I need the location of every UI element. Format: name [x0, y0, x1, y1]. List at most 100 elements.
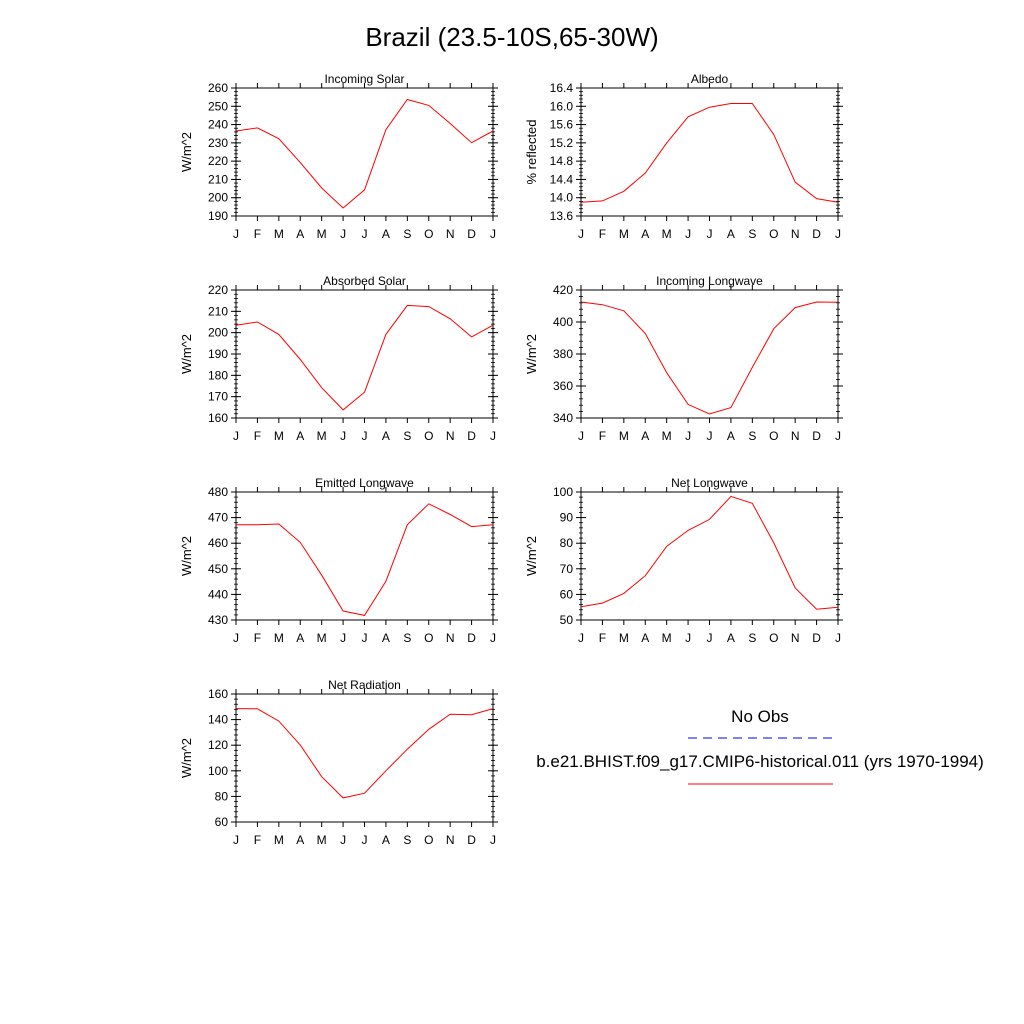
- x-tick-label: A: [382, 227, 390, 241]
- y-tick-label: 190: [208, 209, 228, 223]
- x-tick-label: F: [254, 631, 261, 645]
- x-tick-label: N: [446, 631, 455, 645]
- y-axis-label: W/m^2: [179, 334, 194, 374]
- x-tick-label: M: [619, 631, 629, 645]
- x-tick-label: J: [685, 429, 691, 443]
- x-tick-label: J: [835, 631, 841, 645]
- y-tick-label: 15.6: [550, 118, 574, 132]
- x-tick-label: J: [362, 227, 368, 241]
- x-tick-label: J: [835, 227, 841, 241]
- x-tick-label: J: [490, 631, 496, 645]
- y-tick-label: 80: [215, 789, 229, 803]
- y-tick-label: 440: [208, 587, 228, 601]
- x-tick-label: D: [812, 631, 821, 645]
- x-tick-label: M: [274, 631, 284, 645]
- x-tick-label: J: [578, 227, 584, 241]
- y-tick-label: 430: [208, 613, 228, 627]
- panels: Incoming Solar W/m^2 190 200 210 220 230 240 250…: [179, 72, 843, 847]
- y-tick-label: 230: [208, 136, 228, 150]
- figure-title: Brazil (23.5-10S,65-30W): [365, 22, 658, 52]
- x-tick-label: J: [340, 429, 346, 443]
- series-line: [580, 301, 839, 415]
- y-tick-label: 200: [208, 191, 228, 205]
- x-tick-label: J: [340, 833, 346, 847]
- x-tick-label: D: [467, 631, 476, 645]
- x-tick-label: F: [254, 833, 261, 847]
- x-tick-label: J: [233, 631, 239, 645]
- x-tick-label: M: [317, 227, 327, 241]
- panel-2: Albedo % reflected 13.6 14.0 14.4 14.8 15.2 15.…: [524, 72, 843, 241]
- x-tick-label: O: [424, 429, 433, 443]
- y-tick-label: 14.0: [550, 191, 574, 205]
- y-tick-label: 160: [208, 411, 228, 425]
- x-tick-label: J: [362, 429, 368, 443]
- x-tick-label: M: [662, 631, 672, 645]
- x-tick-label: N: [791, 429, 800, 443]
- x-tick-label: M: [274, 227, 284, 241]
- y-tick-label: 60: [560, 587, 574, 601]
- series-line: [235, 98, 494, 209]
- x-tick-label: D: [812, 429, 821, 443]
- x-tick-label: M: [619, 429, 629, 443]
- y-axis-label: W/m^2: [524, 536, 539, 576]
- x-tick-label: A: [641, 631, 649, 645]
- y-tick-label: 50: [560, 613, 574, 627]
- panel-5: Emitted Longwave W/m^2 430 440 450 460 470 480 J…: [179, 476, 498, 645]
- x-tick-label: M: [662, 227, 672, 241]
- legend-model-label: b.e21.BHIST.f09_g17.CMIP6-historical.011…: [536, 752, 984, 771]
- y-axis-label: W/m^2: [179, 738, 194, 778]
- x-tick-label: N: [446, 227, 455, 241]
- x-tick-label: J: [707, 631, 713, 645]
- panel-title: Net Radiation: [328, 678, 401, 692]
- y-tick-label: 470: [208, 511, 228, 525]
- x-tick-label: A: [296, 833, 304, 847]
- x-tick-label: J: [340, 227, 346, 241]
- y-tick-label: 240: [208, 118, 228, 132]
- x-tick-label: A: [296, 429, 304, 443]
- x-tick-label: A: [296, 227, 304, 241]
- y-axis-label: % reflected: [524, 119, 539, 184]
- y-tick-label: 16.4: [550, 81, 574, 95]
- plot-frame: [580, 491, 839, 621]
- x-tick-label: M: [619, 227, 629, 241]
- x-tick-label: S: [403, 429, 411, 443]
- y-tick-label: 400: [553, 315, 573, 329]
- y-tick-label: 14.4: [550, 172, 574, 186]
- x-tick-label: A: [727, 631, 735, 645]
- x-tick-label: A: [641, 429, 649, 443]
- y-tick-label: 13.6: [550, 209, 574, 223]
- x-tick-label: J: [578, 631, 584, 645]
- x-tick-label: M: [274, 833, 284, 847]
- x-tick-label: M: [274, 429, 284, 443]
- panel-title: Incoming Longwave: [656, 274, 763, 288]
- x-tick-label: A: [382, 631, 390, 645]
- x-tick-label: F: [254, 429, 261, 443]
- x-tick-label: O: [769, 429, 778, 443]
- x-tick-label: J: [340, 631, 346, 645]
- y-tick-label: 190: [208, 347, 228, 361]
- series-line: [235, 708, 494, 799]
- panel-title: Incoming Solar: [324, 72, 404, 86]
- x-tick-label: J: [707, 227, 713, 241]
- x-tick-label: F: [599, 631, 606, 645]
- y-tick-label: 260: [208, 81, 228, 95]
- x-tick-label: O: [424, 631, 433, 645]
- y-tick-label: 15.2: [550, 136, 574, 150]
- y-tick-label: 210: [208, 172, 228, 186]
- x-tick-label: J: [233, 833, 239, 847]
- y-tick-label: 210: [208, 304, 228, 318]
- plot-frame: [235, 491, 494, 621]
- x-tick-label: D: [467, 833, 476, 847]
- x-tick-label: S: [403, 631, 411, 645]
- y-tick-label: 90: [560, 511, 574, 525]
- x-tick-label: J: [578, 429, 584, 443]
- panel-title: Absorbed Solar: [323, 274, 406, 288]
- y-tick-label: 70: [560, 562, 574, 576]
- x-tick-label: A: [641, 227, 649, 241]
- y-tick-label: 340: [553, 411, 573, 425]
- series-line: [580, 495, 839, 610]
- y-tick-label: 420: [553, 283, 573, 297]
- x-tick-label: J: [490, 227, 496, 241]
- y-tick-label: 170: [208, 390, 228, 404]
